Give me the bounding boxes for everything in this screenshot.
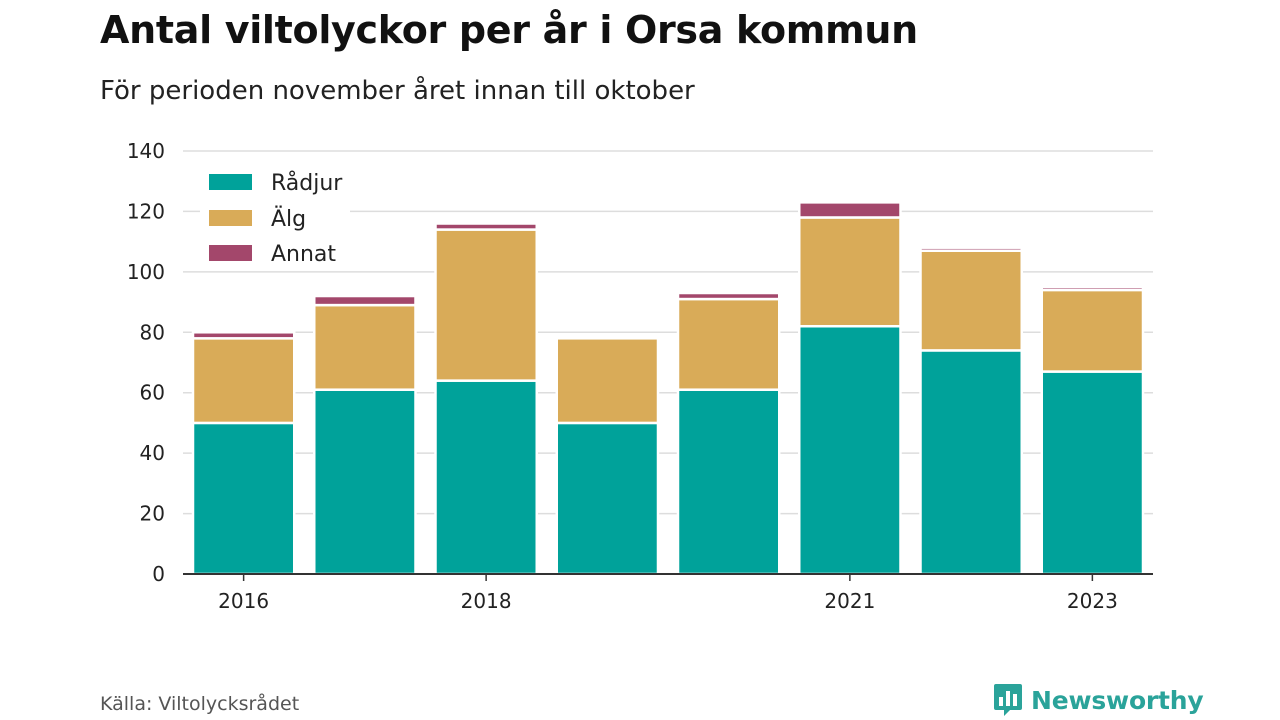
bar-chart-speech-bubble-icon [994,684,1022,716]
bars [191,201,1145,576]
bar-segment [555,421,660,576]
bar-segment [1040,288,1145,373]
legend: Rådjur Älg Annat [200,163,350,271]
bar-segment [798,216,902,328]
bar-segment [555,337,660,425]
axes: 0 20 40 60 80 100 120 140 2016 2018 2021 2023 [127,139,1153,613]
legend-label: Älg [271,206,306,232]
x-tick-label: 2018 [461,589,512,613]
chart-subtitle: För perioden november året innan till ok… [100,76,695,106]
bar-segment [676,388,781,576]
bar-segment [676,297,781,391]
bar-segment [434,379,538,576]
legend-label: Annat [271,242,336,267]
x-tick-label: 2016 [218,589,269,613]
y-tick-label: 20 [140,502,165,526]
stacked-bar-chart: 0 20 40 60 80 100 120 140 2016 2018 2021 2023 Rådju… [127,139,1153,613]
bar-segment [1040,285,1145,292]
bar-segment [191,421,296,576]
y-tick-label: 80 [140,320,165,344]
bar-segment [313,294,417,307]
legend-label: Rådjur [271,170,343,196]
y-tick-label: 100 [127,260,165,284]
y-tick-label: 60 [140,381,165,405]
bar-segment [191,337,296,425]
bar-segment [798,324,902,576]
x-tick-label: 2023 [1067,589,1118,613]
bar-segment [313,388,417,576]
y-tick-label: 120 [127,199,165,223]
legend-swatch [209,174,252,190]
bar-segment [1040,370,1145,576]
y-tick-label: 40 [140,441,165,465]
legend-swatch [209,245,252,261]
brand-logo: Newsworthy [993,683,1204,717]
bar-segment [919,249,1023,352]
bar-segment [191,331,296,340]
y-tick-label: 140 [127,139,165,163]
x-tick-label: 2021 [824,589,875,613]
chart-title: Antal viltolyckor per år i Orsa kommun [100,8,918,52]
bar-segment [434,228,538,382]
bar-segment [919,246,1023,252]
bar-segment [676,291,781,301]
brand-name: Newsworthy [1031,685,1204,715]
source-note: Källa: Viltolycksrådet [100,693,300,715]
bar-segment [434,222,538,231]
bar-segment [313,303,417,391]
legend-swatch [209,210,252,226]
bar-segment [919,349,1023,576]
bar-segment [798,201,902,219]
y-tick-label: 0 [152,562,165,586]
